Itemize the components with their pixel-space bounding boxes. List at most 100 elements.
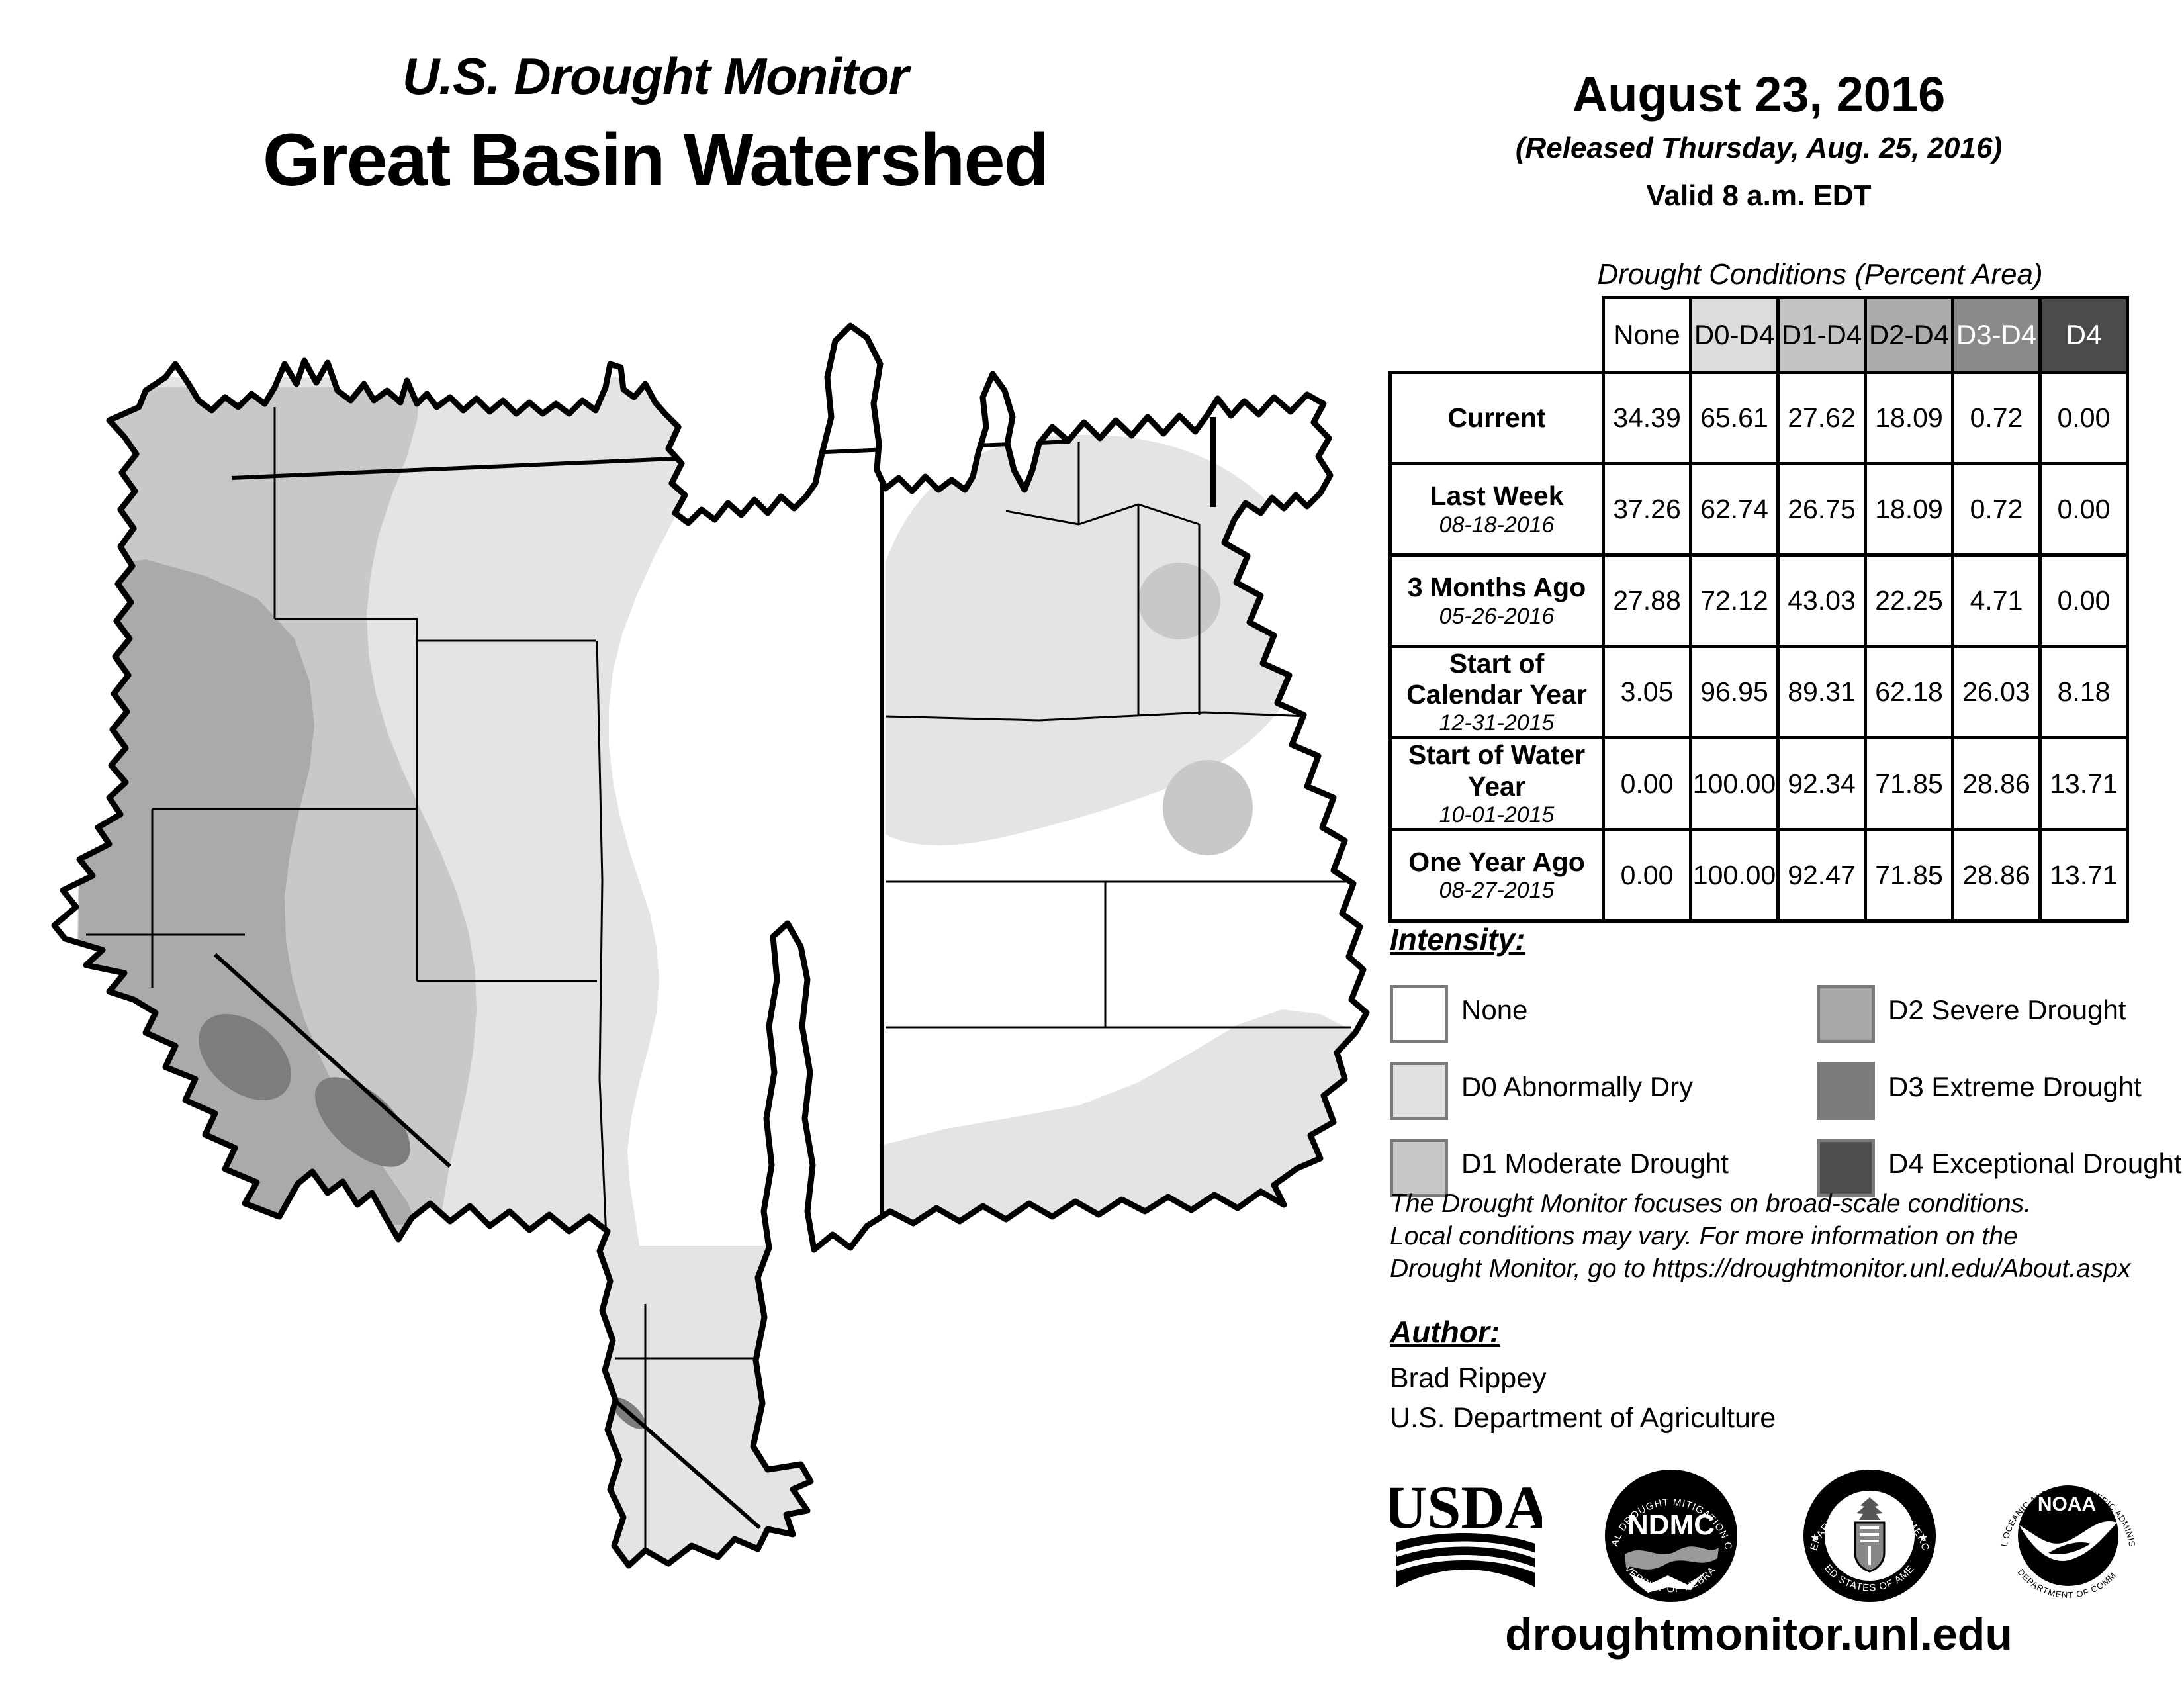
legend-swatch-d3 [1817, 1062, 1875, 1120]
cell-value: 65.61 [1689, 371, 1780, 465]
author-heading: Author: [1390, 1315, 1500, 1349]
cell-value: 22.25 [1864, 553, 1954, 648]
table-row: One Year Ago 08-27-2015 0.00 100.00 92.47… [1388, 827, 2129, 923]
map-area-d1-utah-ne [1138, 563, 1220, 639]
map-area-d0-utah-south [882, 1009, 1365, 1246]
cell-value: 0.72 [1951, 371, 2042, 465]
cell-value: 100.00 [1689, 827, 1780, 923]
cell-value: 0.00 [2038, 462, 2129, 557]
table-row: Start of Calendar Year 12-31-2015 3.05 96… [1388, 644, 2129, 740]
author-organization: U.S. Department of Agriculture [1390, 1402, 1776, 1434]
legend-swatch-d1 [1390, 1139, 1448, 1197]
great-basin-watershed-map [46, 285, 1370, 1688]
disclaimer-line: Local conditions may vary. For more info… [1390, 1221, 2018, 1250]
cell-value: 62.18 [1864, 644, 1954, 740]
row-label-text: Current [1447, 402, 1546, 433]
cell-value: 92.34 [1776, 736, 1867, 831]
col-header-none: None [1602, 296, 1692, 374]
release-date: (Released Thursday, Aug. 25, 2016) [1515, 132, 2003, 164]
map-area-d1-utah-lake [1163, 760, 1253, 855]
cell-value: 18.09 [1864, 371, 1954, 465]
cell-value: 13.71 [2038, 827, 2129, 923]
noaa-logo-text: NOAA [2038, 1493, 2096, 1515]
cell-value: 27.88 [1602, 553, 1692, 648]
table-header-row: None D0-D4 D1-D4 D2-D4 D3-D4 D4 [1390, 296, 2129, 374]
col-header-d4: D4 [2038, 296, 2129, 374]
table-title: Drought Conditions (Percent Area) [1597, 258, 2043, 291]
cell-value: 43.03 [1776, 553, 1867, 648]
cell-value: 13.71 [2038, 736, 2129, 831]
table-row: 3 Months Ago 05-26-2016 27.88 72.12 43.03… [1388, 553, 2129, 648]
cell-value: 37.26 [1602, 462, 1692, 557]
cell-value: 18.09 [1864, 462, 1954, 557]
col-header-d1-d4: D1-D4 [1776, 296, 1867, 374]
row-date: 08-18-2016 [1439, 512, 1555, 538]
doc-star-right: ★ [1919, 1532, 1928, 1544]
cell-value: 26.75 [1776, 462, 1867, 557]
page-title: U.S. Drought Monitor [402, 47, 909, 105]
table-row: Start of Water Year 10-01-2015 0.00 100.0… [1388, 736, 2129, 831]
cell-value: 26.03 [1951, 644, 2042, 740]
row-label-start-calendar-year: Start of Calendar Year 12-31-2015 [1388, 644, 1605, 740]
cell-value: 0.72 [1951, 462, 2042, 557]
row-label-text: 3 Months Ago [1407, 572, 1586, 603]
cell-value: 0.00 [1602, 736, 1692, 831]
cell-value: 8.18 [2038, 644, 2129, 740]
row-date: 10-01-2015 [1439, 802, 1555, 827]
cell-value: 28.86 [1951, 736, 2042, 831]
cell-value: 92.47 [1776, 827, 1867, 923]
row-date: 08-27-2015 [1439, 878, 1555, 904]
title-block: U.S. Drought Monitor Great Basin Watersh… [46, 46, 1264, 203]
col-header-d0-d4: D0-D4 [1689, 296, 1780, 374]
noaa-logo: NATIONAL OCEANIC AND ATMOSPHERIC ADMINIS… [1999, 1484, 2137, 1600]
cell-value: 71.85 [1864, 736, 1954, 831]
legend-label: D0 Abnormally Dry [1461, 1071, 1694, 1102]
row-label-3-months-ago: 3 Months Ago 05-26-2016 [1388, 553, 1605, 648]
row-label-text: Start of Water Year [1408, 739, 1586, 802]
cell-value: 28.86 [1951, 827, 2042, 923]
row-label-start-water-year: Start of Water Year 10-01-2015 [1388, 736, 1605, 831]
row-label-one-year-ago: One Year Ago 08-27-2015 [1388, 827, 1605, 923]
doc-eagle [1856, 1497, 1883, 1520]
cell-value: 89.31 [1776, 644, 1867, 740]
row-label-last-week: Last Week 08-18-2016 [1388, 462, 1605, 557]
legend-label: D3 Extreme Drought [1888, 1071, 2142, 1102]
valid-time: Valid 8 a.m. EDT [1646, 179, 1872, 212]
cell-value: 72.12 [1689, 553, 1780, 648]
disclaimer-line: Drought Monitor, go to https://droughtmo… [1390, 1254, 2131, 1283]
table-row: Last Week 08-18-2016 37.26 62.74 26.75 18… [1388, 462, 2129, 557]
page-subtitle: Great Basin Watershed [262, 118, 1049, 201]
cell-value: 34.39 [1602, 371, 1692, 465]
legend-label: None [1461, 994, 1528, 1025]
map-area-d3-south [315, 1077, 410, 1167]
legend-swatch-d4 [1817, 1139, 1875, 1197]
drought-conditions-table: None D0-D4 D1-D4 D2-D4 D3-D4 D4 Current … [1388, 296, 2129, 923]
table-row: Current 34.39 65.61 27.62 18.09 0.72 0.0… [1388, 371, 2129, 465]
row-label-current: Current [1388, 371, 1605, 465]
legend-label: D1 Moderate Drought [1461, 1148, 1729, 1179]
cell-value: 96.95 [1689, 644, 1780, 740]
row-label-text: Start of Calendar Year [1406, 648, 1587, 710]
cell-value: 4.71 [1951, 553, 2042, 648]
legend-label: D2 Severe Drought [1888, 994, 2126, 1025]
state-borders [213, 440, 1071, 1530]
cell-value: 71.85 [1864, 827, 1954, 923]
legend-swatch-d2 [1817, 985, 1875, 1043]
legend-label: D4 Exceptional Drought [1888, 1148, 2182, 1179]
col-header-d3-d4: D3-D4 [1951, 296, 2042, 374]
map-area-d3-north [199, 1013, 291, 1101]
row-label-text: One Year Ago [1408, 847, 1585, 878]
ndmc-logo-text: NDMC [1627, 1509, 1715, 1541]
table-corner-cell [1390, 297, 1604, 373]
ndmc-logo: NATIONAL DROUGHT MITIGATION CENTER UNIVE… [1605, 1470, 1737, 1602]
intensity-heading: Intensity: [1390, 922, 1525, 957]
cell-value: 0.00 [1602, 827, 1692, 923]
noaa-bird [2019, 1521, 2117, 1561]
legend-swatch-none [1390, 985, 1448, 1043]
date-block: August 23, 2016 (Released Thursday, Aug.… [1390, 66, 2128, 212]
col-header-d2-d4: D2-D4 [1864, 296, 1954, 374]
row-label-text: Last Week [1430, 481, 1564, 512]
cell-value: 27.62 [1776, 371, 1867, 465]
cell-value: 100.00 [1689, 736, 1780, 831]
